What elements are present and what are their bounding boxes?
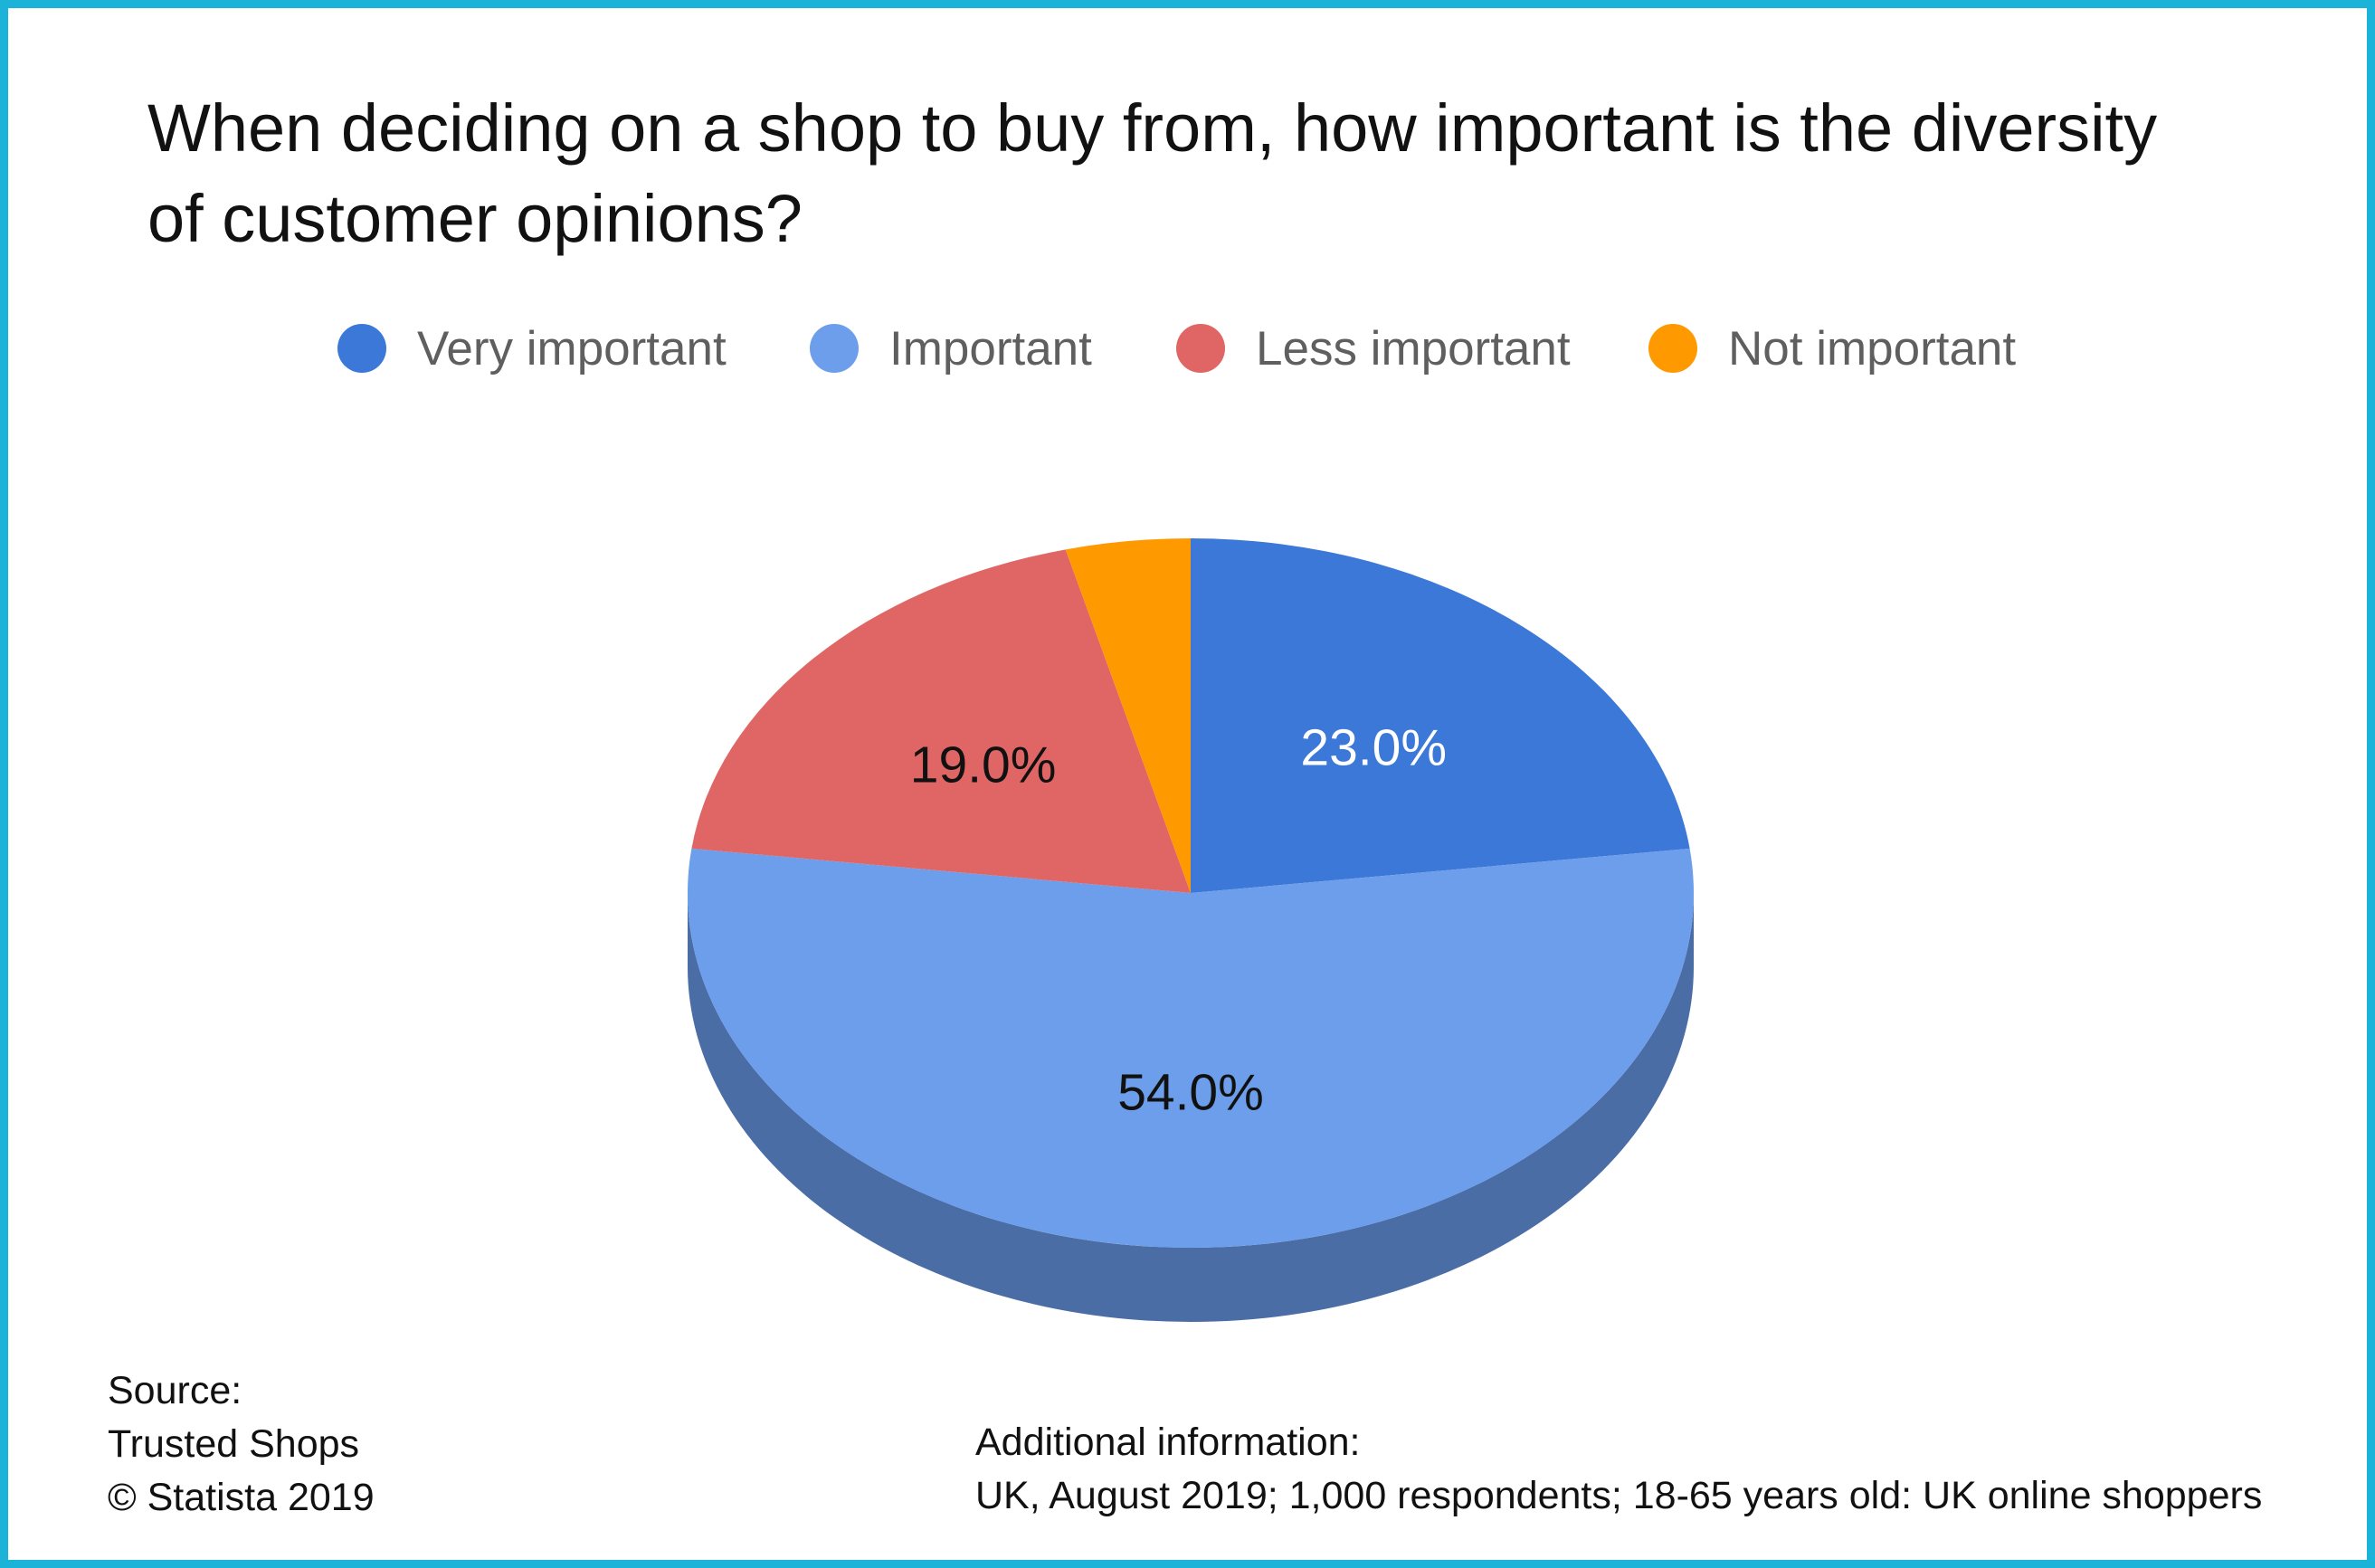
pie-slice-not-important[interactable] (1065, 538, 1191, 893)
legend-swatch-not-important (1648, 324, 1697, 373)
legend-swatch-very-important (337, 324, 386, 373)
source-block: Source: Trusted Shops © Statista 2019 (108, 1364, 375, 1525)
source-heading: Source: (108, 1369, 242, 1412)
legend-item-very-important[interactable]: Very important (337, 312, 727, 385)
additional-info-heading: Additional information: (975, 1421, 1361, 1464)
additional-info-text: UK, August 2019; 1,000 respondents; 18-6… (975, 1474, 2263, 1517)
source-copyright: © Statista 2019 (108, 1476, 375, 1519)
legend-item-important[interactable]: Important (810, 312, 1092, 385)
legend-label-less-important: Less important (1256, 321, 1571, 375)
pie-slice-less-important[interactable] (691, 549, 1191, 893)
pie-slice-important[interactable] (688, 848, 1695, 1248)
legend-label-very-important: Very important (417, 321, 727, 375)
legend-swatch-important (810, 324, 859, 373)
legend-item-less-important[interactable]: Less important (1176, 312, 1571, 385)
data-label-very-important: 23.0% (1300, 718, 1447, 776)
pie-side (688, 893, 1694, 1322)
pie-slice-very-important[interactable] (1191, 538, 1690, 893)
legend-label-important: Important (889, 321, 1092, 375)
pie-labels: 23.0% 54.0% 19.0% (910, 718, 1447, 1121)
pie-top (688, 538, 1695, 1248)
chart-title: When deciding on a shop to buy from, how… (147, 90, 2158, 256)
data-label-important: 54.0% (1117, 1064, 1264, 1122)
legend: Very important Important Less important … (0, 312, 2375, 385)
pie-side-important (688, 893, 1694, 1322)
data-label-less-important: 19.0% (910, 736, 1057, 794)
source-name: Trusted Shops (108, 1422, 360, 1466)
legend-item-not-important[interactable]: Not important (1648, 312, 2016, 385)
legend-label-not-important: Not important (1728, 321, 2017, 375)
legend-swatch-less-important (1176, 324, 1225, 373)
additional-info-block: Additional information: UK, August 2019;… (975, 1416, 2262, 1523)
